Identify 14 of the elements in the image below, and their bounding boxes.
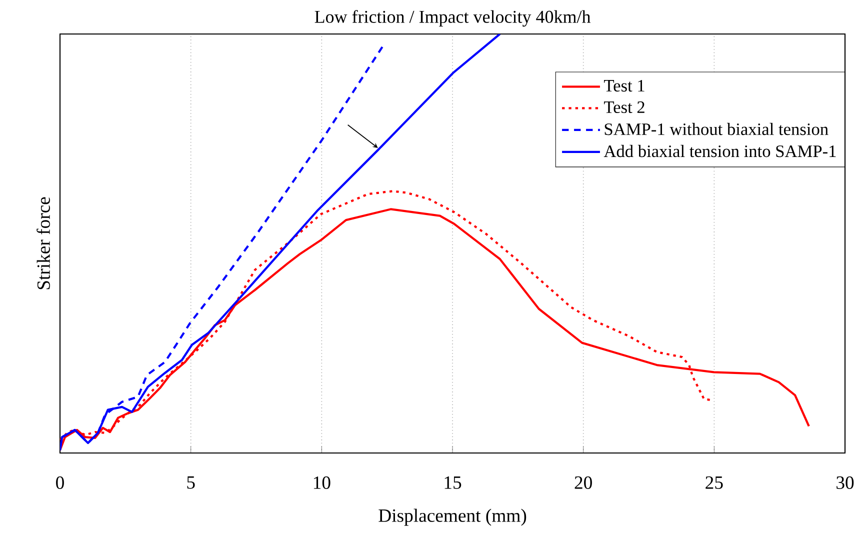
chart-title: Low friction / Impact velocity 40km/h xyxy=(314,10,591,27)
legend-label: Test 2 xyxy=(604,101,644,114)
legend-label: Test 1 xyxy=(604,80,644,92)
x-tick-label: 20 xyxy=(574,476,592,489)
x-tick-label: 0 xyxy=(56,476,64,489)
x-tick-label: 10 xyxy=(314,476,330,489)
x-axis-title: Displacement (mm) xyxy=(378,508,526,526)
legend-label: SAMP-1 without biaxial tension xyxy=(604,122,828,136)
legend-label: Add biaxial tension into SAMP-1 xyxy=(604,144,836,158)
x-tick-label: 15 xyxy=(444,476,462,489)
x-tick-label: 25 xyxy=(706,476,723,489)
y-axis-title: Striker force xyxy=(36,197,50,290)
x-tick-label: 30 xyxy=(836,476,854,489)
x-tick-label: 5 xyxy=(187,476,195,489)
